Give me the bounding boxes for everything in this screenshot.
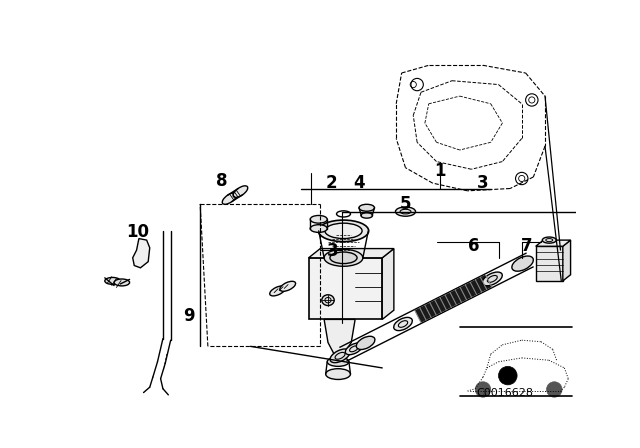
Ellipse shape [330,349,350,363]
Text: 2: 2 [326,174,338,192]
Text: 6: 6 [468,237,479,255]
Ellipse shape [325,223,362,238]
Text: 7: 7 [522,237,533,255]
Polygon shape [563,240,571,281]
Ellipse shape [359,204,374,211]
Bar [308,258,382,319]
Ellipse shape [361,213,372,218]
Ellipse shape [318,220,369,241]
Circle shape [499,366,517,385]
Text: 8: 8 [216,172,228,190]
Text: 4: 4 [353,174,365,192]
Ellipse shape [310,225,327,233]
Ellipse shape [356,336,375,349]
Circle shape [476,382,491,397]
Text: C0016628: C0016628 [476,388,533,397]
Ellipse shape [542,237,556,243]
Ellipse shape [396,207,415,216]
Ellipse shape [512,256,533,271]
Ellipse shape [269,286,285,296]
Ellipse shape [327,357,349,366]
Ellipse shape [105,277,120,284]
Circle shape [547,382,562,397]
Polygon shape [132,238,150,268]
Ellipse shape [483,272,502,286]
Polygon shape [382,249,394,319]
Ellipse shape [326,369,351,379]
Text: 3: 3 [327,242,339,260]
Ellipse shape [394,317,412,331]
Bar [536,246,563,281]
Text: 10: 10 [127,224,150,241]
Ellipse shape [280,281,296,291]
Ellipse shape [114,279,129,286]
Text: 1: 1 [435,162,446,180]
Text: 5: 5 [400,195,412,213]
Polygon shape [308,249,394,258]
Text: 3: 3 [477,174,489,192]
Ellipse shape [310,215,327,223]
Ellipse shape [322,295,334,306]
Ellipse shape [324,250,363,266]
Ellipse shape [222,193,237,204]
Ellipse shape [233,186,248,198]
Polygon shape [536,240,571,246]
Ellipse shape [346,343,362,355]
Ellipse shape [330,252,357,263]
Polygon shape [415,275,492,323]
Text: 9: 9 [182,306,195,324]
Polygon shape [324,319,355,362]
